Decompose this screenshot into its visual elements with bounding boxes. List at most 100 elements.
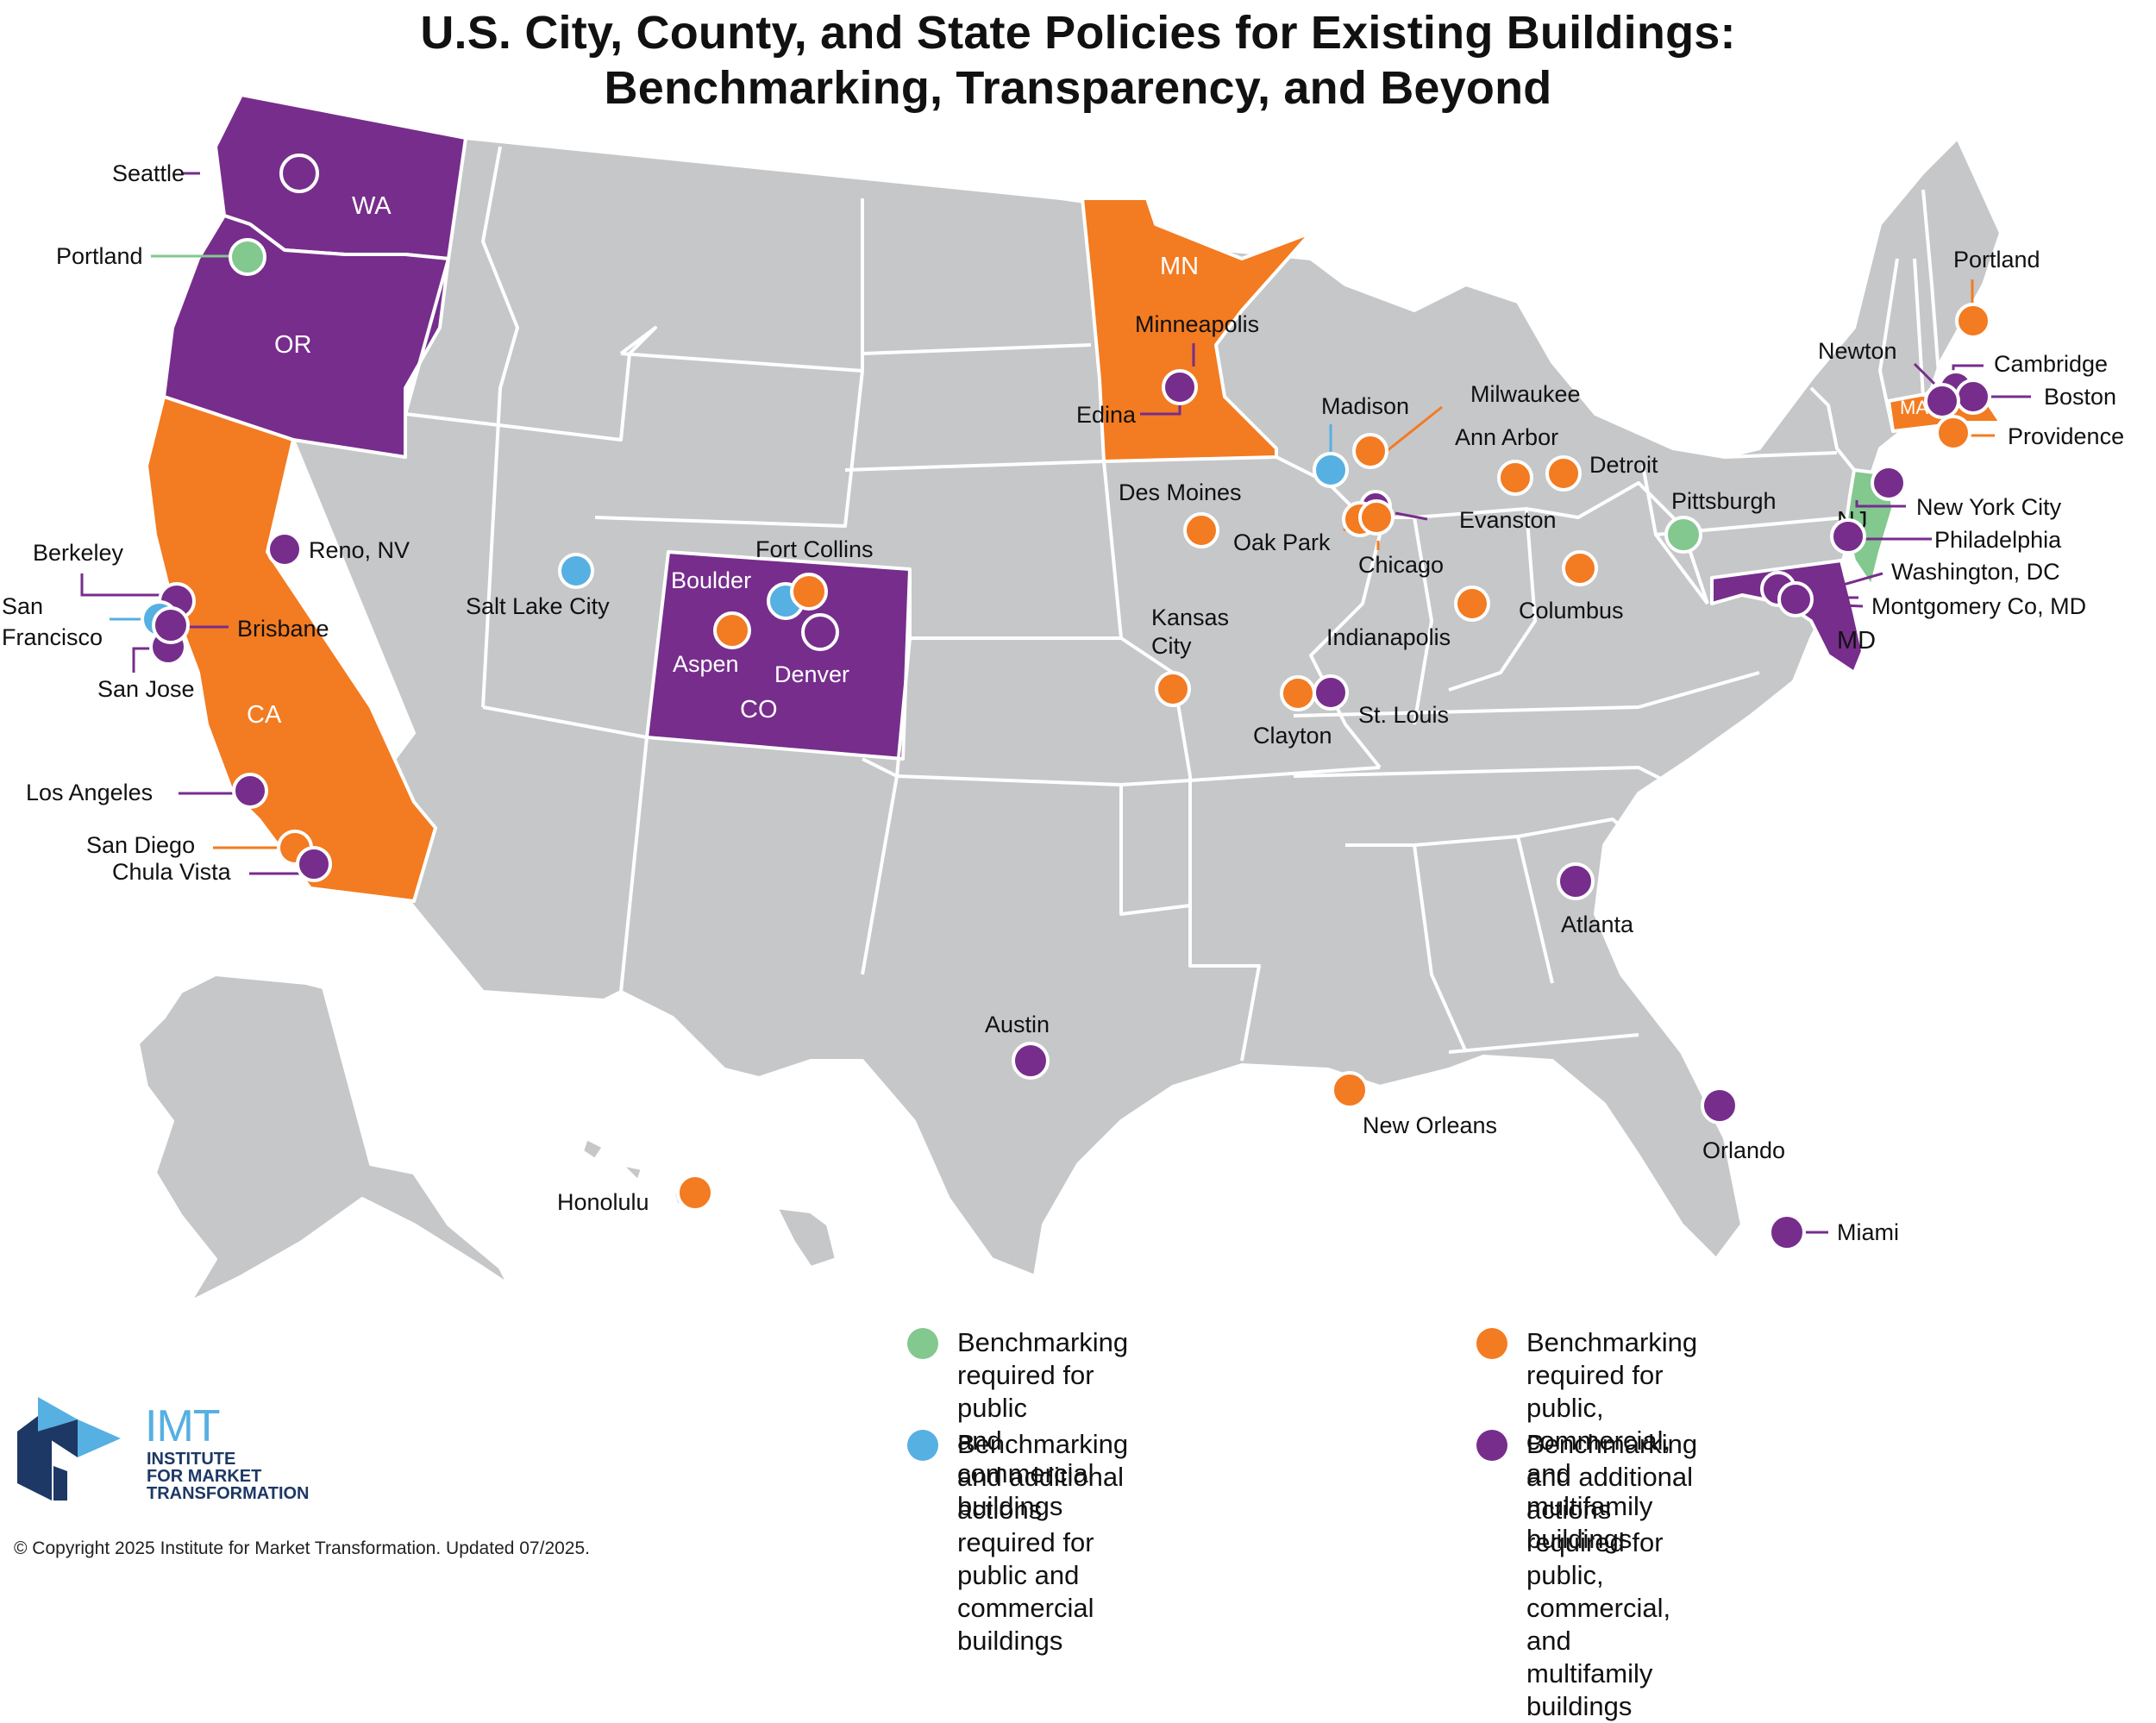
marker-edina[interactable]: [1162, 369, 1198, 405]
marker-seattle[interactable]: [279, 154, 319, 193]
city-label-newton: Newton: [1818, 338, 1897, 364]
city-label-madison: Madison: [1321, 393, 1409, 419]
marker-ann-arbor[interactable]: [1497, 460, 1533, 496]
marker-chula-vista[interactable]: [296, 846, 332, 882]
marker-st-louis[interactable]: [1313, 674, 1349, 711]
city-label-berkeley: Berkeley: [33, 540, 124, 566]
blue-dot-icon: [907, 1430, 938, 1461]
marker-chicago[interactable]: [1358, 499, 1395, 536]
city-label-minneapolis: Minneapolis: [1135, 311, 1259, 337]
city-label-portland-or: Portland: [56, 243, 143, 269]
city-label-boulder: Boulder: [671, 567, 751, 593]
state-borders: [404, 146, 1942, 1062]
legend-item-green: Benchmarking required for public and com…: [907, 1326, 1128, 1523]
city-label-philadelphia: Philadelphia: [1934, 527, 2062, 553]
city-label-providence: Providence: [2008, 423, 2124, 449]
city-label-milwaukee: Milwaukee: [1470, 381, 1581, 407]
marker-new-york-city[interactable]: [1871, 465, 1907, 501]
city-label-oak-park: Oak Park: [1233, 529, 1331, 555]
marker-montgomery-co[interactable]: [1777, 581, 1814, 617]
city-label-st-louis: St. Louis: [1358, 702, 1449, 728]
title-line-1: U.S. City, County, and State Policies fo…: [420, 7, 1736, 59]
marker-portland-or[interactable]: [229, 238, 266, 276]
legend-item-purple: Benchmarking and additional actions requ…: [1476, 1428, 1697, 1723]
state-label-or: OR: [274, 331, 312, 359]
state-co: [645, 550, 912, 761]
marker-indianapolis[interactable]: [1454, 586, 1490, 622]
marker-des-moines[interactable]: [1183, 512, 1219, 548]
marker-newton[interactable]: [1924, 383, 1960, 419]
marker-providence[interactable]: [1935, 415, 1971, 451]
marker-boston[interactable]: [1955, 379, 1991, 415]
logo-short-name: IMT: [145, 1401, 221, 1451]
legend-label: Benchmarking required for public, commer…: [1526, 1327, 1698, 1554]
title-line-2: Benchmarking, Transparency, and Beyond: [604, 62, 1552, 114]
state-mn: [1081, 197, 1313, 463]
marker-denver[interactable]: [801, 613, 839, 651]
city-label-chicago: Chicago: [1358, 552, 1444, 578]
legend-label: Benchmarking and additional actions requ…: [1526, 1429, 1698, 1721]
city-label-montgomery-co: Montgomery Co, MD: [1871, 593, 2086, 619]
state-label-co: CO: [740, 696, 778, 724]
city-label-boston: Boston: [2044, 384, 2116, 410]
page-title: U.S. City, County, and State Policies fo…: [0, 5, 2156, 116]
state-hi: [580, 1137, 838, 1269]
legend-item-blue: Benchmarking and additional actions requ…: [907, 1428, 1128, 1657]
marker-portland-me[interactable]: [1955, 303, 1991, 339]
state-label-md: MD: [1837, 627, 1876, 655]
state-md: [1710, 559, 1865, 674]
city-label-miami: Miami: [1837, 1219, 1899, 1245]
city-label-des-moines: Des Moines: [1119, 479, 1242, 505]
city-label-detroit: Detroit: [1589, 452, 1658, 478]
us-landmass: [291, 136, 2002, 1278]
city-label-seattle: Seattle: [112, 160, 185, 186]
state-label-ma: MA: [1900, 397, 1928, 418]
copyright-notice: © Copyright 2025 Institute for Market Tr…: [14, 1538, 591, 1558]
marker-reno[interactable]: [266, 531, 303, 567]
state-label-mn: MN: [1160, 253, 1199, 280]
city-label-evanston: Evanston: [1459, 507, 1557, 533]
city-label-san-jose: San Jose: [97, 676, 195, 702]
city-label-reno: Reno, NV: [309, 537, 410, 563]
marker-fort-collins[interactable]: [790, 573, 828, 611]
marker-new-orleans[interactable]: [1331, 1071, 1369, 1109]
orange-dot-icon: [1476, 1328, 1507, 1359]
marker-detroit[interactable]: [1545, 455, 1582, 492]
city-label-los-angeles: Los Angeles: [26, 780, 153, 805]
marker-los-angeles[interactable]: [232, 773, 268, 809]
city-label-orlando: Orlando: [1702, 1137, 1785, 1163]
city-label-washington-dc: Washington, DC: [1891, 559, 2060, 585]
city-label-denver: Denver: [774, 661, 849, 687]
marker-milwaukee[interactable]: [1352, 433, 1388, 469]
marker-kansas-city[interactable]: [1155, 671, 1191, 707]
marker-pittsburgh[interactable]: [1664, 516, 1702, 554]
marker-columbus[interactable]: [1562, 550, 1598, 586]
marker-philadelphia[interactable]: [1830, 518, 1866, 554]
marker-aspen[interactable]: [713, 611, 751, 649]
marker-atlanta[interactable]: [1557, 862, 1595, 900]
imt-flag-icon: [17, 1397, 121, 1501]
green-dot-icon: [907, 1328, 938, 1359]
city-label-cambridge: Cambridge: [1994, 351, 2108, 377]
legend-item-orange: Benchmarking required for public, commer…: [1476, 1326, 1697, 1556]
marker-honolulu[interactable]: [676, 1174, 714, 1212]
city-label-edina: Edina: [1076, 402, 1137, 428]
marker-salt-lake-city[interactable]: [558, 553, 594, 589]
marker-miami[interactable]: [1768, 1213, 1806, 1251]
marker-orlando[interactable]: [1701, 1087, 1739, 1125]
city-label-clayton: Clayton: [1253, 723, 1332, 749]
city-label-portland-me: Portland: [1953, 247, 2040, 273]
marker-clayton[interactable]: [1280, 675, 1316, 711]
city-label-austin: Austin: [985, 1012, 1050, 1037]
marker-austin[interactable]: [1012, 1042, 1050, 1080]
city-label-new-york-city: New York City: [1916, 494, 2062, 520]
city-label-kansas: Kansas: [1151, 605, 1229, 630]
city-label-atlanta: Atlanta: [1561, 912, 1634, 937]
city-label-francisco: Francisco: [2, 624, 103, 650]
city-label-columbus: Columbus: [1519, 598, 1624, 623]
us-map: WA OR CA CO MN MA NJ MD: [2, 93, 2124, 1304]
marker-madison[interactable]: [1313, 452, 1349, 488]
marker-brisbane[interactable]: [152, 606, 190, 644]
city-label-san: San: [2, 593, 43, 619]
city-label-indianapolis: Indianapolis: [1326, 624, 1451, 650]
